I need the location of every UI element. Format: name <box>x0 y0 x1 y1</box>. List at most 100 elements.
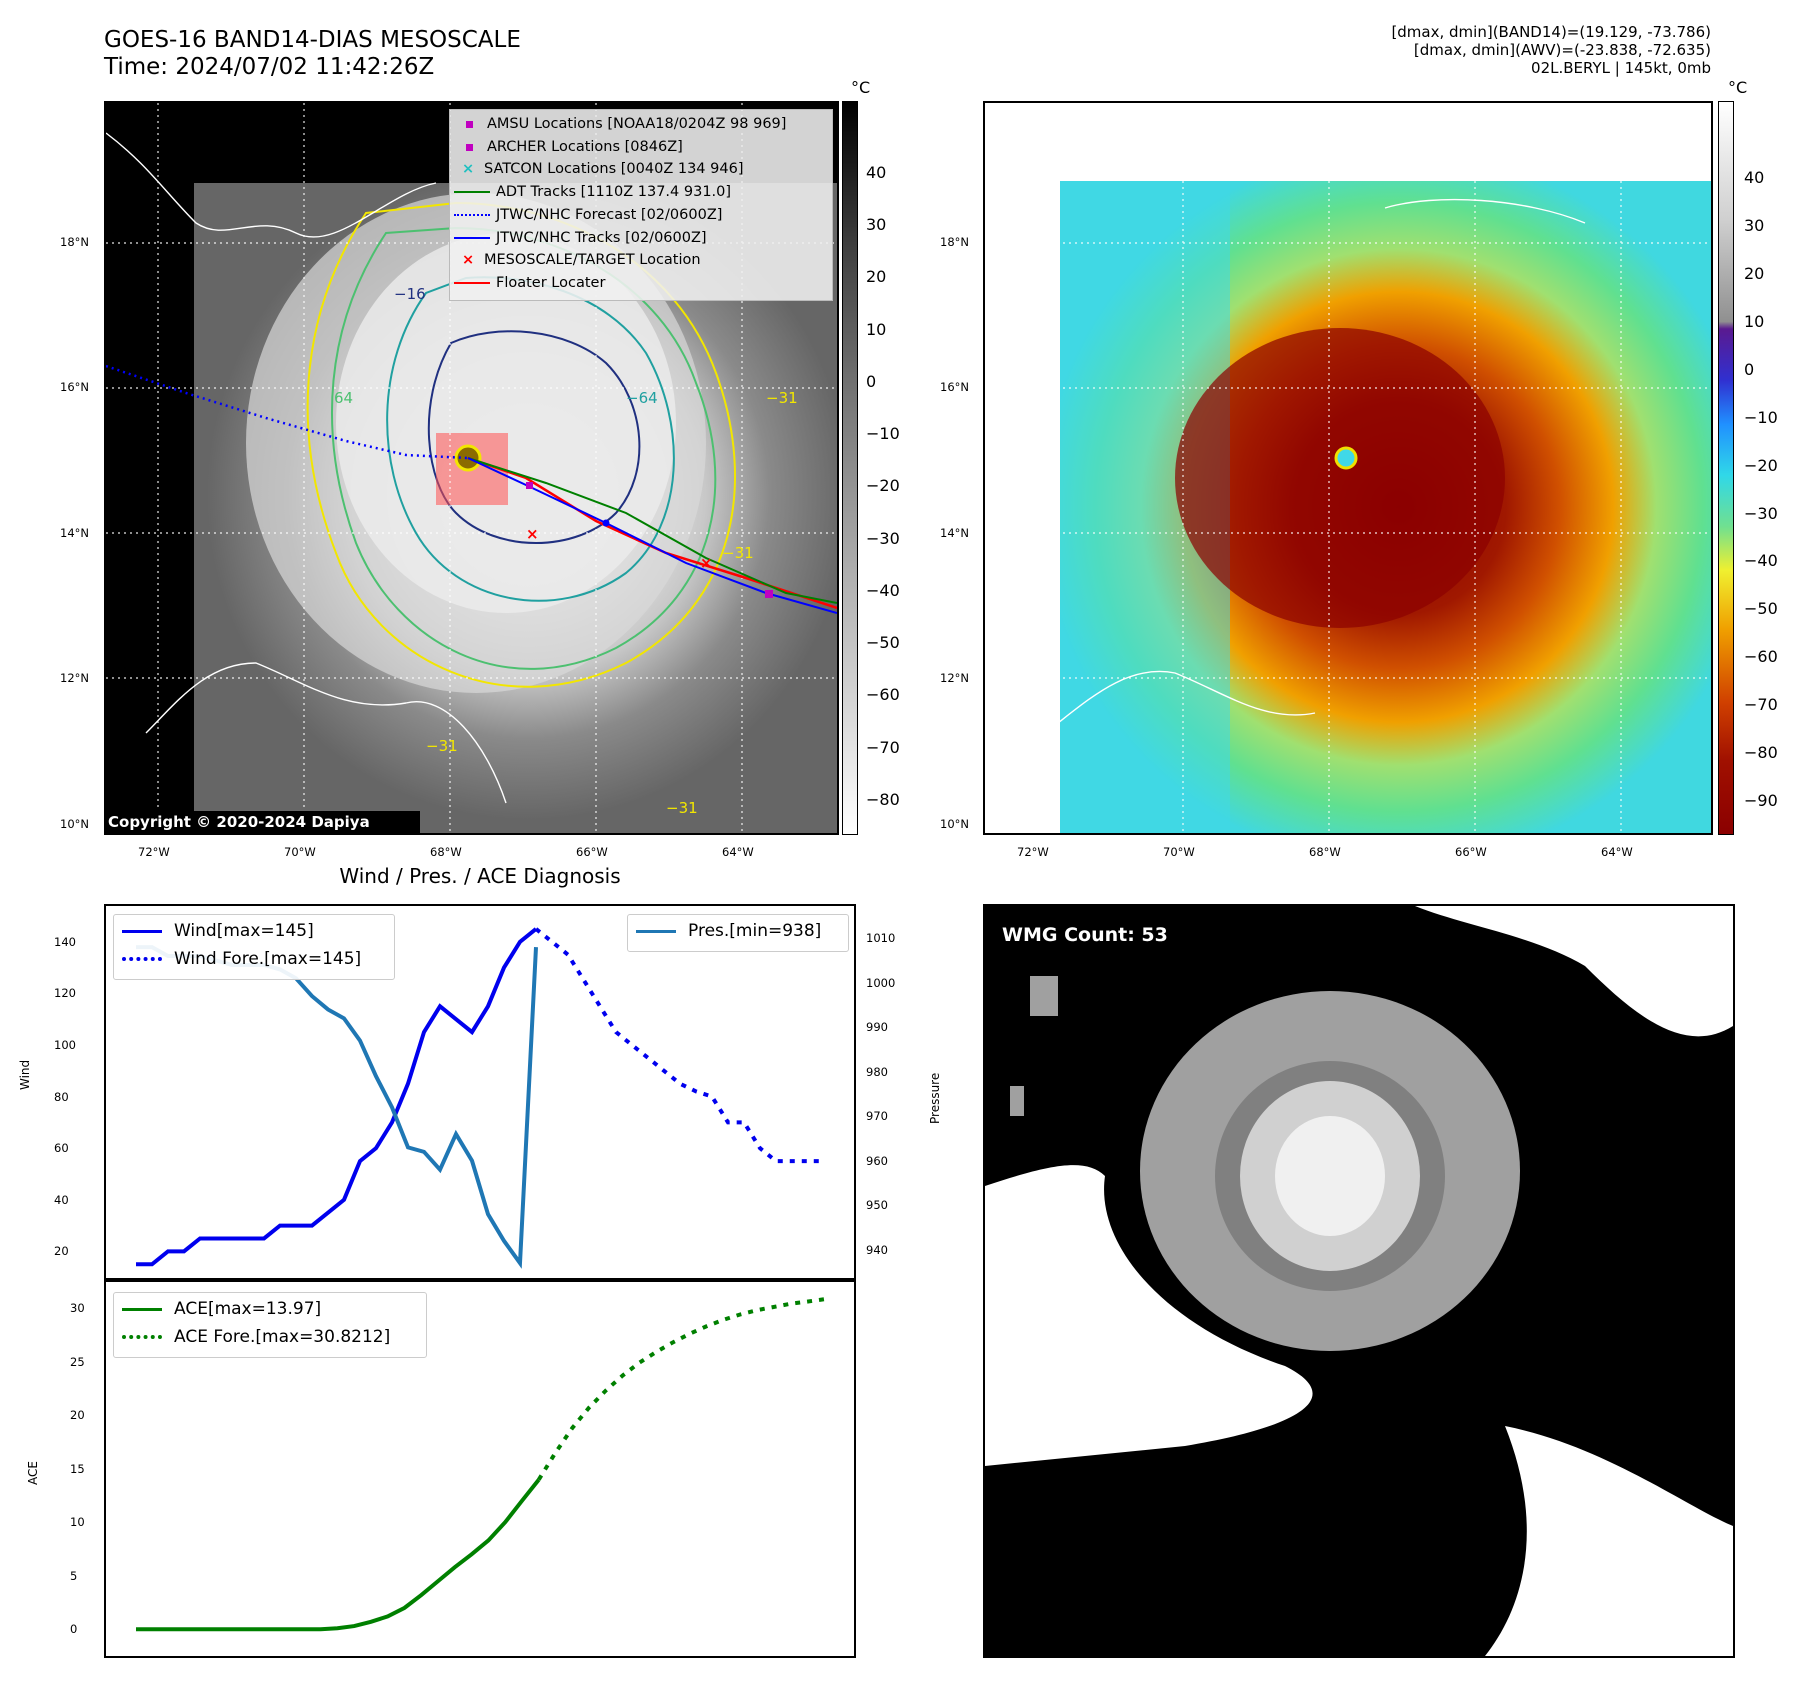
contour-label: −64 <box>626 389 658 407</box>
legend-marker-line <box>454 282 490 284</box>
colorbar-tick: −20 <box>866 476 900 496</box>
lat-tick: 18°N <box>940 235 969 249</box>
lon-tick: 72°W <box>1017 845 1049 859</box>
wind-tick-label: 60 <box>54 1141 69 1156</box>
legend-marker-line-dot <box>454 237 490 239</box>
colorbar-left-unit: °C <box>851 78 871 97</box>
copyright-label: Copyright © 2020-2024 Dapiya <box>104 811 420 833</box>
lon-tick: 70°W <box>284 845 316 859</box>
colorbar-tick: 40 <box>1744 168 1765 188</box>
colorbar-tick: 20 <box>1744 264 1765 284</box>
colorbar-tick: −20 <box>1744 455 1778 475</box>
colorbar-tick: −10 <box>1744 407 1778 427</box>
ace-tick-label: 10 <box>70 1515 85 1530</box>
pressure-tick-label: 950 <box>866 1198 888 1213</box>
colorbar-tick: 0 <box>1744 359 1755 379</box>
legend-marker-square <box>466 143 473 151</box>
colorbar-tick: −30 <box>1744 503 1778 523</box>
pressure-tick-label: 960 <box>866 1153 888 1168</box>
pressure-axis-label: Pressure <box>928 1072 942 1124</box>
intensity-info: [dmax, dmin](BAND14)=(19.129, -73.786) [… <box>1391 23 1711 77</box>
wind-tick-label: 140 <box>54 934 76 949</box>
awv-map-image <box>985 103 1711 833</box>
lon-tick: 70°W <box>1163 845 1195 859</box>
colorbar-right-unit: °C <box>1728 78 1748 97</box>
colorbar-tick: 10 <box>1744 312 1765 331</box>
lon-tick: 64°W <box>1601 845 1633 859</box>
legend-item: Wind[max=145] <box>122 921 314 941</box>
plot-frame <box>104 904 856 1280</box>
title-line-2: Time: 2024/07/02 11:42:26Z <box>104 54 435 80</box>
pressure-legend: Pres.[min=938] <box>627 914 849 952</box>
lat-tick: 16°N <box>940 380 969 394</box>
plot-frame <box>104 1280 856 1658</box>
lon-tick: 68°W <box>1309 845 1341 859</box>
colorbar-left <box>842 101 858 835</box>
wind-forecast-line <box>534 927 824 1164</box>
lon-tick: 66°W <box>576 845 608 859</box>
colorbar-tick: 10 <box>866 319 887 339</box>
lon-tick: 64°W <box>722 845 754 859</box>
colorbar-tick: 20 <box>866 267 887 287</box>
colorbar-tick: −10 <box>866 424 900 444</box>
figure-title: GOES-16 BAND14-DIAS MESOSCALE Time: 2024… <box>104 27 521 81</box>
svg-text:×: × <box>526 525 539 543</box>
ace-axis-label: ACE <box>26 1461 40 1485</box>
pressure-tick-label: 1000 <box>866 975 896 990</box>
wind-tick-label: 20 <box>54 1244 69 1259</box>
wind-line <box>136 927 538 1267</box>
legend-marker-square <box>466 120 473 128</box>
lat-tick: 14°N <box>940 526 969 540</box>
svg-text:×: × <box>700 554 713 572</box>
lat-tick: 12°N <box>940 671 969 685</box>
pressure-tick-label: 980 <box>866 1064 888 1079</box>
ace-legend: ACE[max=13.97] ACE Fore.[max=30.8212] <box>113 1292 427 1358</box>
lat-tick: 18°N <box>60 235 89 249</box>
diagnosis-title: Wind / Pres. / ACE Diagnosis <box>339 864 621 888</box>
legend-item: Wind Fore.[max=145] <box>122 949 361 969</box>
colorbar-tick: −40 <box>866 580 900 600</box>
pressure-tick-label: 990 <box>866 1020 888 1035</box>
lat-tick: 10°N <box>60 817 89 831</box>
lon-tick: 72°W <box>138 845 170 859</box>
ace-tick-label: 0 <box>70 1622 78 1637</box>
legend-item: ADT Tracks [1110Z 137.4 931.0] <box>454 184 731 200</box>
colorbar-tick: −70 <box>866 737 900 757</box>
colorbar-tick: 0 <box>866 371 877 391</box>
contour-label: −16 <box>394 285 426 303</box>
lat-tick: 12°N <box>60 671 89 685</box>
contour-label: −31 <box>766 389 798 407</box>
wind-tick-label: 80 <box>54 1089 69 1104</box>
ace-tick-label: 30 <box>70 1301 85 1316</box>
title-line-1: GOES-16 BAND14-DIAS MESOSCALE <box>104 27 521 53</box>
legend-item: Pres.[min=938] <box>636 921 821 941</box>
wmg-count-label: WMG Count: 53 <box>1002 924 1168 946</box>
ir-map-panel: × × −16 64 −64 −31 −31 −31 −31 AMSU Loca… <box>104 101 839 835</box>
pressure-tick-label: 1010 <box>866 931 896 946</box>
ace-tick-label: 15 <box>70 1461 85 1476</box>
legend-marker-line <box>122 929 162 933</box>
lat-tick: 16°N <box>60 380 89 394</box>
colorbar-tick: 30 <box>1744 216 1765 236</box>
colorbar-right <box>1718 101 1734 835</box>
legend-marker-dotted <box>454 214 490 216</box>
ace-chart <box>104 1280 856 1658</box>
contour-label: −31 <box>666 799 698 817</box>
contour-label: −31 <box>426 737 458 755</box>
colorbar-tick: −70 <box>1744 695 1778 715</box>
legend-marker-x: × <box>462 161 475 177</box>
colorbar-tick: −60 <box>866 685 900 705</box>
info-line-2: [dmax, dmin](AWV)=(-23.838, -72.635) <box>1413 41 1711 59</box>
awv-map-panel <box>983 101 1713 835</box>
pressure-tick-label: 970 <box>866 1109 888 1124</box>
colorbar-tick: −60 <box>1744 647 1778 667</box>
legend-item: × MESOSCALE/TARGET Location <box>462 252 701 268</box>
legend-marker-line <box>122 1307 162 1311</box>
legend-marker-line <box>454 191 490 193</box>
contour-label: −31 <box>722 544 754 562</box>
wmg-panel <box>983 904 1735 1658</box>
lon-tick: 66°W <box>1455 845 1487 859</box>
legend-item: Floater Locater <box>454 275 605 291</box>
info-line-3: 02L.BERYL | 145kt, 0mb <box>1531 59 1711 77</box>
lat-tick: 14°N <box>60 526 89 540</box>
